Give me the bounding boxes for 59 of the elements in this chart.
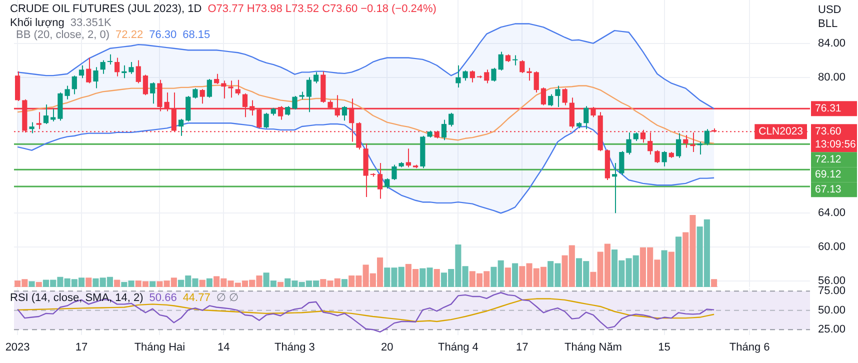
y-tick-label: 75.00 — [818, 285, 846, 298]
y-tick-label: 56.00 — [818, 275, 846, 288]
bar — [114, 280, 120, 287]
ref-line-label: 73.60 13:09:56 — [815, 126, 856, 151]
annotation: ∅ ∅ — [216, 292, 239, 304]
annotation: 72.22 — [116, 29, 144, 41]
ref-line-label: 69.12 — [815, 168, 842, 181]
ref-line-label: 72.12 — [815, 154, 842, 166]
bar — [36, 282, 42, 287]
bar — [278, 282, 284, 287]
bar — [668, 252, 674, 287]
y-tick-label: 25.00 — [818, 324, 846, 336]
y-tick-label: 60.00 — [818, 241, 846, 254]
bar — [150, 281, 156, 287]
chart-title: CRUDE OIL FUTURES (JUL 2023), 1D — [10, 3, 202, 15]
bar — [86, 278, 92, 287]
annotation: 50.66 — [149, 292, 177, 304]
annotation: 33.351K — [70, 17, 112, 29]
y-axis-title: USD BLL — [818, 3, 842, 31]
candlestick — [412, 164, 418, 169]
bar — [199, 280, 206, 287]
y-tick-label: 80.00 — [818, 71, 846, 84]
bar — [341, 279, 348, 287]
bar — [661, 250, 668, 287]
candlestick — [299, 91, 304, 100]
annotation: 76.30 — [149, 29, 177, 41]
chart-title: Khối lượng — [10, 17, 64, 29]
y-tick-label: 50.00 — [818, 304, 846, 316]
bar — [206, 278, 212, 287]
bar — [434, 269, 440, 287]
x-tick-label: 17 — [516, 342, 528, 354]
x-tick-label: 14 — [218, 342, 230, 354]
x-tick-label: Tháng Hai — [134, 342, 186, 354]
candlestick — [228, 80, 234, 98]
bar — [711, 279, 718, 287]
bar — [28, 281, 35, 287]
x-tick-label: Tháng 6 — [729, 342, 770, 354]
x-tick-label: 15 — [658, 342, 670, 354]
x-tick-label: Tháng 4 — [438, 342, 478, 354]
x-tick-label: 17 — [75, 342, 88, 354]
x-tick-label: Tháng 3 — [274, 342, 315, 354]
annotation: 44.77 — [182, 292, 210, 304]
bar — [675, 236, 682, 287]
candlestick — [555, 85, 560, 108]
bar — [504, 268, 511, 287]
candlestick — [36, 112, 42, 130]
ref-line-label: 76.31 — [815, 102, 842, 114]
annotation: CLN2023 — [758, 126, 804, 138]
ref-line-label: 67.13 — [815, 184, 842, 196]
y-tick-label: 64.00 — [818, 207, 846, 220]
annotation: BB (20, close, 2, 0) — [16, 29, 110, 41]
chart-subtitle: O73.77 H73.98 L73.52 C73.60 −0.18 (−0.24%) — [208, 3, 436, 15]
y-tick-label: 84.00 — [818, 37, 846, 50]
x-tick-label: 20 — [381, 342, 394, 354]
chart-title: RSI (14, close, SMA, 14, 2) — [10, 292, 144, 304]
x-tick-label: 2023 — [5, 342, 30, 354]
annotation: 68.15 — [182, 29, 210, 41]
x-tick-label: Tháng Năm — [564, 342, 622, 354]
bar — [512, 263, 518, 287]
